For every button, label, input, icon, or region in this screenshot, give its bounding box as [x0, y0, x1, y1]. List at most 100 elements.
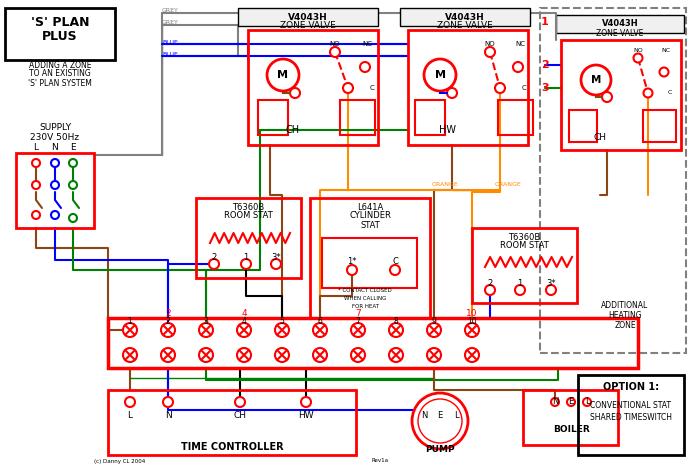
Text: NO: NO: [484, 41, 495, 47]
Bar: [415, 100, 445, 135]
Circle shape: [199, 323, 213, 337]
Text: 10: 10: [467, 316, 477, 326]
Text: N: N: [52, 144, 59, 153]
Circle shape: [163, 397, 173, 407]
Bar: [108, 390, 356, 455]
Circle shape: [161, 323, 175, 337]
Bar: [322, 238, 417, 288]
Text: 7: 7: [355, 308, 361, 317]
Bar: [578, 375, 684, 455]
Circle shape: [343, 83, 353, 93]
Circle shape: [660, 67, 669, 76]
Text: E: E: [70, 144, 76, 153]
Text: 4: 4: [241, 316, 246, 326]
Bar: [258, 100, 288, 135]
Text: FOR HEAT: FOR HEAT: [351, 304, 379, 308]
Text: OPTION 1:: OPTION 1:: [603, 382, 659, 392]
Text: L: L: [128, 410, 132, 419]
Circle shape: [290, 88, 300, 98]
Circle shape: [602, 92, 612, 102]
Circle shape: [427, 323, 441, 337]
Text: 3: 3: [204, 316, 208, 326]
Bar: [248, 30, 378, 145]
Circle shape: [237, 323, 251, 337]
Text: ADDING A ZONE: ADDING A ZONE: [29, 60, 91, 70]
Text: 1: 1: [541, 17, 549, 27]
Circle shape: [418, 399, 462, 443]
Text: NC: NC: [362, 41, 372, 47]
Text: 3*: 3*: [271, 254, 281, 263]
Circle shape: [241, 259, 251, 269]
Text: 9: 9: [431, 316, 437, 326]
Text: C: C: [392, 257, 398, 266]
Bar: [408, 30, 528, 145]
Text: HW: HW: [440, 125, 457, 135]
Bar: [5, 8, 115, 60]
Text: 10: 10: [466, 308, 477, 317]
Text: * CONTACT CLOSED: * CONTACT CLOSED: [338, 287, 392, 292]
Text: L641A: L641A: [357, 203, 383, 212]
Text: N: N: [552, 397, 558, 407]
Circle shape: [351, 323, 365, 337]
Text: 8: 8: [393, 316, 398, 326]
Circle shape: [389, 323, 403, 337]
Circle shape: [123, 323, 137, 337]
Text: 1: 1: [128, 316, 132, 326]
Circle shape: [275, 323, 289, 337]
Text: WHEN CALLING: WHEN CALLING: [344, 295, 386, 300]
Text: T6360B: T6360B: [232, 203, 264, 212]
Circle shape: [360, 62, 370, 72]
Circle shape: [465, 348, 479, 362]
Text: V4043H: V4043H: [445, 13, 485, 22]
Circle shape: [271, 259, 281, 269]
Circle shape: [237, 348, 251, 362]
Text: 3*: 3*: [546, 279, 556, 288]
Circle shape: [301, 397, 311, 407]
Circle shape: [69, 214, 77, 222]
Circle shape: [351, 348, 365, 362]
Text: L: L: [584, 397, 589, 407]
Circle shape: [267, 59, 299, 91]
Circle shape: [275, 348, 289, 362]
Text: ORANGE: ORANGE: [495, 183, 522, 188]
Text: HEATING: HEATING: [608, 310, 642, 320]
Text: ZONE VALVE: ZONE VALVE: [596, 29, 644, 37]
Bar: [498, 100, 533, 135]
Circle shape: [32, 159, 40, 167]
Text: CYLINDER: CYLINDER: [349, 212, 391, 220]
Text: ZONE: ZONE: [614, 321, 635, 329]
Text: TIME CONTROLLER: TIME CONTROLLER: [181, 442, 284, 452]
Circle shape: [513, 62, 523, 72]
Text: N: N: [165, 410, 171, 419]
Text: V4043H: V4043H: [288, 13, 328, 22]
Text: HW: HW: [298, 410, 314, 419]
Text: CH: CH: [286, 125, 300, 135]
Text: M: M: [435, 70, 446, 80]
Text: GREY: GREY: [162, 21, 179, 25]
Bar: [556, 15, 684, 33]
Text: NO: NO: [633, 47, 643, 52]
Text: C: C: [370, 85, 375, 91]
Circle shape: [583, 398, 591, 406]
Text: GREY: GREY: [162, 8, 179, 14]
Text: PLUS: PLUS: [42, 30, 78, 44]
Text: PUMP: PUMP: [425, 445, 455, 453]
Text: ADDITIONAL: ADDITIONAL: [602, 300, 649, 309]
Circle shape: [125, 397, 135, 407]
Text: 'S' PLAN SYSTEM: 'S' PLAN SYSTEM: [28, 79, 92, 88]
Bar: [523, 390, 618, 445]
Text: L: L: [454, 411, 458, 421]
Text: 2: 2: [166, 316, 170, 326]
Circle shape: [389, 348, 403, 362]
Circle shape: [485, 47, 495, 57]
Circle shape: [161, 348, 175, 362]
Circle shape: [465, 323, 479, 337]
Text: SHARED TIMESWITCH: SHARED TIMESWITCH: [590, 414, 672, 423]
Circle shape: [424, 59, 456, 91]
Bar: [561, 40, 681, 150]
Bar: [643, 110, 676, 142]
Text: STAT: STAT: [360, 220, 380, 229]
Text: N: N: [421, 411, 427, 421]
Circle shape: [32, 181, 40, 189]
Bar: [472, 228, 577, 303]
